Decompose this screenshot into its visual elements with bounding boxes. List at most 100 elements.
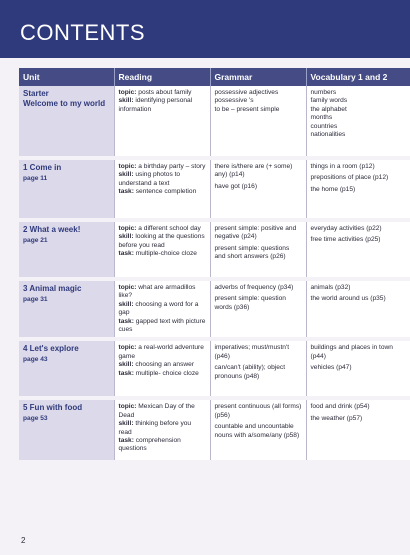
- grammar-cell: imperatives; must/mustn't (p46) can/can't…: [210, 341, 307, 397]
- vocabulary-item: the weather (p57): [310, 414, 363, 422]
- row-spacer: [19, 277, 410, 281]
- reading-line: topic: posts about family: [119, 89, 206, 97]
- grammar-cell: present continuous (all forms) (p56) coun…: [210, 400, 307, 461]
- grammar-item: present simple: question words (p36): [214, 295, 286, 311]
- col-header-unit: Unit: [19, 68, 115, 86]
- reading-cell: topic: a different school day skill: look…: [114, 222, 211, 277]
- reading-line: skill: choosing an answer: [119, 361, 206, 369]
- unit-cell: 3 Animal magic page 31: [19, 281, 115, 338]
- vocabulary-item: the alphabet: [310, 105, 347, 113]
- unit-title: Starter: [23, 89, 49, 98]
- table-row: 3 Animal magic page 31 topic: what are arm…: [19, 281, 410, 338]
- grammar-item: have got (p16): [214, 182, 258, 190]
- vocabulary-item: things in a room (p12): [310, 163, 375, 170]
- unit-cell: 1 Come in page 11: [19, 160, 115, 218]
- reading-label: skill:: [118, 300, 134, 308]
- col-header-grammar: Grammar: [210, 68, 307, 86]
- table-header-row: Unit Reading Grammar Vocabulary 1 and 2: [19, 68, 410, 86]
- grammar-item: countable and uncountable nouns with a/s…: [214, 423, 300, 439]
- grammar-cell: possessive adjectives possessive 's to be …: [210, 86, 307, 156]
- vocabulary-item: everyday activities (p22): [310, 225, 382, 232]
- reading-line: topic: a different school day: [119, 225, 206, 233]
- vocabulary-item: vehicles (p47): [310, 364, 352, 372]
- reading-label: skill:: [118, 97, 134, 105]
- vocabulary-cell: things in a room (p12) prepositions of pl…: [306, 160, 410, 218]
- unit-cell: Starter Welcome to my world: [19, 86, 115, 156]
- reading-text: using photos to understand a text: [118, 171, 181, 187]
- table-row: 4 Let's explore page 43 topic: a real-worl…: [19, 341, 410, 397]
- reading-label: task:: [118, 250, 134, 258]
- vocabulary-cell: numbers family words the alphabet months cou…: [306, 86, 410, 156]
- reading-cell: topic: a real-world adventure game skill:…: [114, 341, 211, 397]
- col-header-reading: Reading: [114, 68, 211, 86]
- col-header-vocabulary: Vocabulary 1 and 2: [306, 68, 410, 86]
- unit-title: 4 Let's explore: [23, 344, 79, 354]
- vocabulary-item: nationalities: [310, 131, 346, 139]
- reading-label: topic:: [118, 284, 137, 291]
- reading-text: choosing a word for a gap: [118, 300, 199, 317]
- reading-label: task:: [118, 369, 134, 377]
- unit-page: page 31: [23, 296, 48, 303]
- grammar-item: to be – present simple: [214, 105, 280, 113]
- reading-line: task: gapped text with picture cues: [119, 318, 206, 335]
- reading-label: topic:: [118, 163, 137, 170]
- unit-cell: 4 Let's explore page 43: [19, 341, 115, 397]
- reading-label: skill:: [118, 233, 134, 241]
- reading-line: skill: choosing a word for a gap: [119, 301, 206, 318]
- reading-line: task: comprehension questions: [119, 437, 206, 454]
- reading-label: task:: [118, 437, 134, 445]
- grammar-item: present simple: questions and short answ…: [214, 244, 290, 261]
- reading-text: choosing an answer: [135, 361, 195, 369]
- reading-label: skill:: [118, 420, 134, 428]
- vocabulary-cell: food and drink (p54) the weather (p57): [306, 400, 410, 461]
- unit-cell: 5 Fun with food page 53: [19, 400, 115, 461]
- vocabulary-item: the home (p15): [310, 185, 356, 193]
- grammar-item: possessive 's: [214, 97, 254, 105]
- reading-label: topic:: [118, 344, 137, 352]
- vocabulary-item: buildings and places in town (p44): [310, 344, 393, 360]
- row-spacer: [19, 156, 410, 160]
- reading-text: posts about family: [138, 89, 192, 96]
- reading-text: what are armadillos like?: [118, 284, 196, 300]
- vocabulary-item: animals (p32): [310, 284, 351, 291]
- reading-label: topic:: [118, 89, 137, 96]
- reading-text: a birthday party – story: [138, 163, 206, 170]
- table-row: 5 Fun with food page 53 topic: Mexican Day…: [19, 400, 410, 461]
- grammar-item: adverbs of frequency (p34): [214, 284, 294, 291]
- reading-text: multiple-choice cloze: [135, 250, 197, 258]
- unit-page: page 53: [23, 415, 48, 423]
- grammar-cell: present simple: positive and negative (p…: [210, 222, 307, 277]
- vocabulary-item: family words: [310, 97, 348, 105]
- reading-text: a real-world adventure game: [118, 344, 204, 360]
- reading-text: thinking before you read: [118, 420, 192, 436]
- grammar-item: can/can't (ability); object pronouns (p4…: [214, 364, 286, 380]
- table-row: 2 What a week! page 21 topic: a different …: [19, 222, 410, 277]
- grammar-item: present continuous (all forms) (p56): [214, 403, 302, 419]
- reading-line: task: multiple- choice cloze: [119, 370, 206, 378]
- reading-text: multiple- choice cloze: [135, 369, 199, 377]
- reading-line: skill: using photos to understand a text: [119, 171, 206, 188]
- reading-text: identifying personal information: [118, 97, 193, 113]
- unit-page: page 43: [23, 356, 48, 364]
- reading-label: skill:: [118, 361, 134, 369]
- page-number: 2: [21, 536, 26, 545]
- grammar-item: imperatives; must/mustn't (p46): [214, 344, 290, 360]
- reading-line: topic: what are armadillos like?: [119, 284, 206, 301]
- vocabulary-item: the world around us (p35): [310, 295, 386, 303]
- reading-label: topic:: [118, 403, 137, 411]
- table-row: Starter Welcome to my world topic: posts a…: [19, 86, 410, 156]
- vocabulary-item: numbers: [310, 89, 337, 96]
- vocabulary-item: prepositions of place (p12): [310, 174, 389, 182]
- grammar-item: present simple: positive and negative (p…: [214, 225, 297, 241]
- unit-page: page 21: [23, 237, 48, 244]
- vocabulary-cell: animals (p32) the world around us (p35): [306, 281, 410, 338]
- reading-cell: topic: Mexican Day of the Dead skill: thi…: [114, 400, 211, 461]
- unit-title: 1 Come in: [23, 163, 62, 172]
- reading-text: sentence completion: [135, 188, 197, 196]
- reading-line: task: sentence completion: [119, 188, 206, 196]
- grammar-item: possessive adjectives: [214, 89, 279, 96]
- grammar-cell: adverbs of frequency (p34) present simple…: [210, 281, 307, 338]
- reading-label: task:: [118, 317, 134, 325]
- unit-title: 2 What a week!: [23, 225, 81, 234]
- table-row: 1 Come in page 11 topic: a birthday party …: [19, 160, 410, 218]
